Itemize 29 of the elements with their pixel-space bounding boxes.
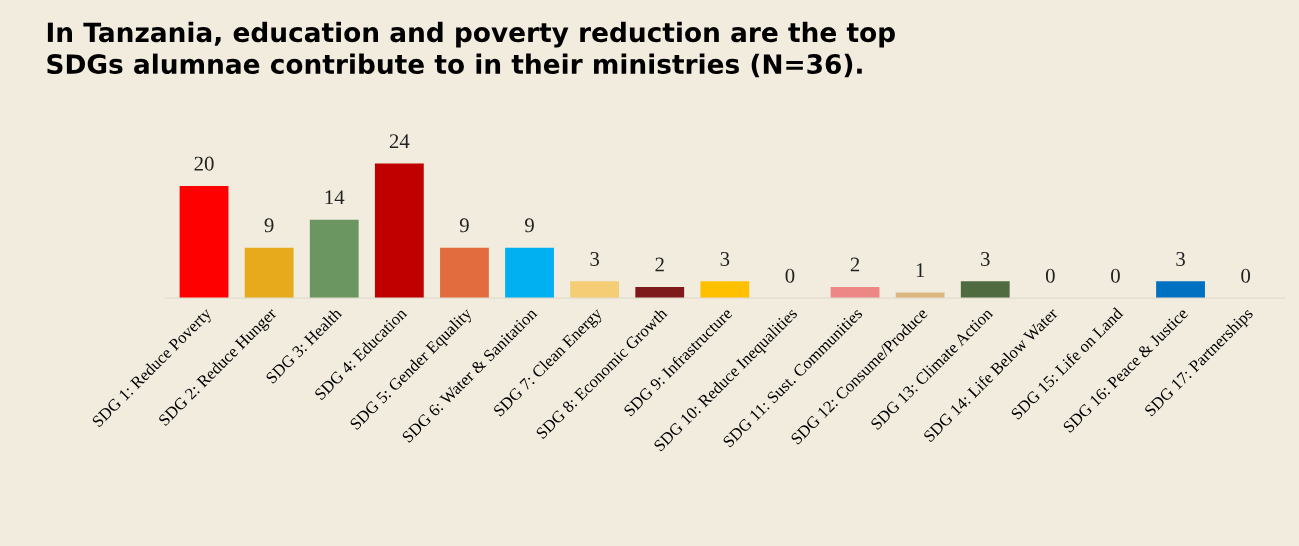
data-label: 3 xyxy=(1176,251,1185,266)
data-label: 2 xyxy=(655,257,664,272)
data-label: 9 xyxy=(459,218,469,233)
data-label: 9 xyxy=(264,218,274,233)
data-label: 0 xyxy=(1111,268,1120,283)
data-label: 20 xyxy=(194,156,214,171)
data-label: 0 xyxy=(785,268,795,283)
bar xyxy=(374,163,424,299)
bar xyxy=(309,219,359,299)
bar xyxy=(244,247,294,299)
data-label: 3 xyxy=(981,251,990,266)
bar xyxy=(960,281,1010,299)
data-label: 3 xyxy=(720,251,730,266)
bar xyxy=(505,247,554,299)
data-label: 0 xyxy=(1241,268,1251,283)
chart-title: In Tanzania, education and poverty reduction are the top SDGs alumnae contribute to in their ministries (N=36). xyxy=(47,21,895,78)
bar xyxy=(635,286,685,299)
data-label: 2 xyxy=(850,257,860,272)
data-label: 1 xyxy=(916,263,925,277)
data-label: 24 xyxy=(389,134,410,149)
bar xyxy=(570,281,620,299)
data-label: 3 xyxy=(590,251,600,266)
data-label: 14 xyxy=(325,190,345,205)
data-label: 0 xyxy=(1045,268,1055,283)
data-label: 9 xyxy=(525,218,534,233)
bar xyxy=(179,186,229,299)
bar xyxy=(1156,281,1205,299)
bar xyxy=(440,247,489,299)
bar xyxy=(700,281,750,299)
